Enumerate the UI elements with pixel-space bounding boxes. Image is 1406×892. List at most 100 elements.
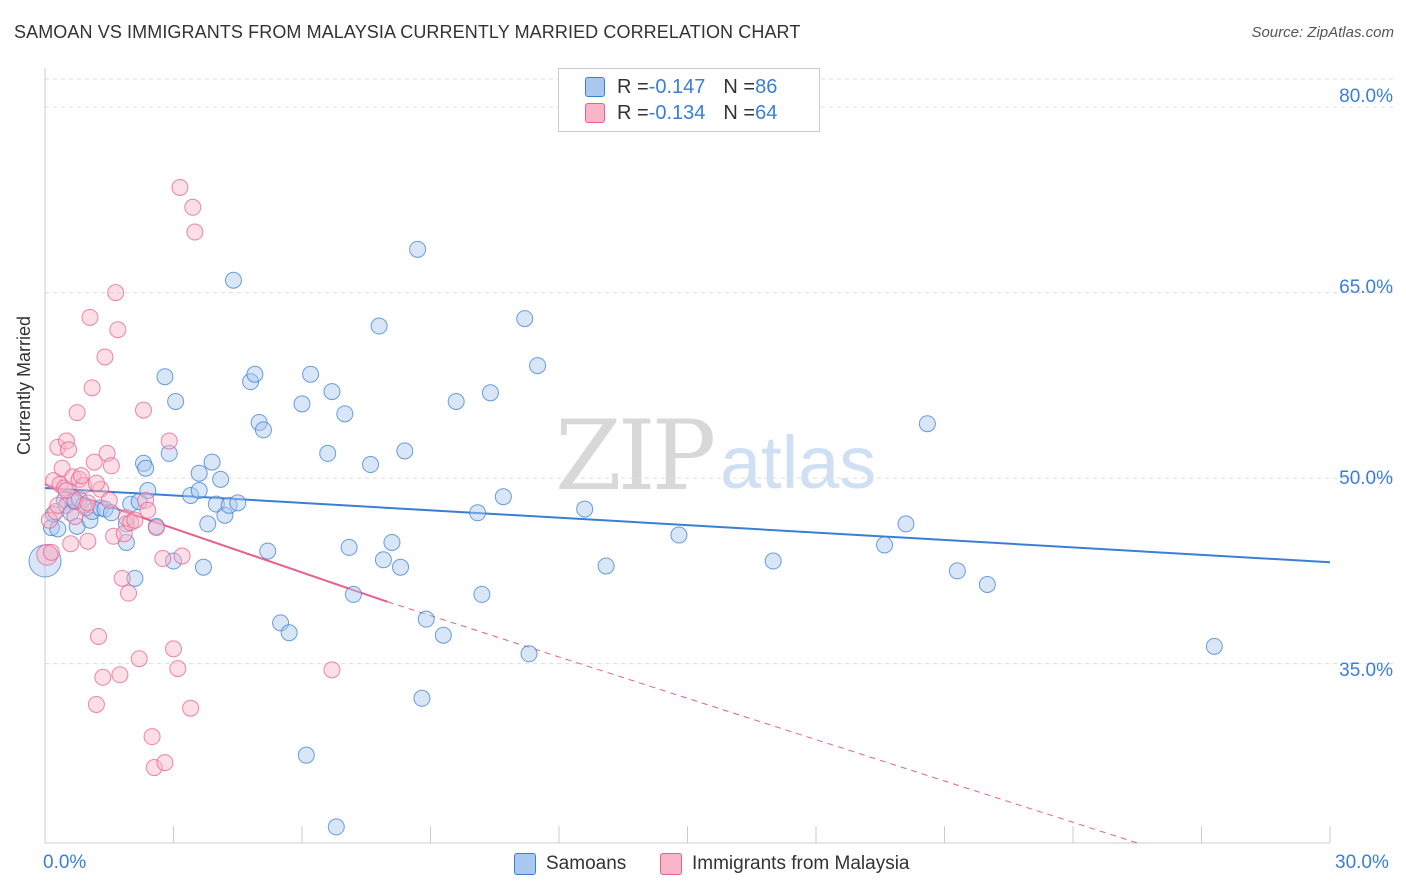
malaysia-point (85, 453, 103, 471)
samoan-point (597, 557, 615, 575)
samoan-point (293, 395, 311, 413)
malaysia-point (169, 660, 187, 678)
samoan-point (370, 317, 388, 335)
malaysia-point (184, 198, 202, 216)
samoan-point (978, 576, 996, 594)
y-tick-65: 65.0% (1339, 277, 1393, 298)
malaysia-point (57, 482, 75, 500)
malaysia-point (62, 535, 80, 553)
samoan-point (469, 504, 487, 522)
malaysia-point (139, 501, 157, 519)
malaysia-point (182, 699, 200, 717)
samoan-point (764, 552, 782, 570)
n-label: N = (723, 101, 756, 124)
malaysia-point (113, 569, 131, 587)
x-tick-0: 0.0% (43, 852, 87, 873)
bottom-swatch-samoans (514, 853, 536, 875)
malaysia-point (72, 467, 90, 485)
samoan-point (447, 392, 465, 410)
y-tick-50: 50.0% (1339, 468, 1393, 489)
y-tick-80: 80.0% (1339, 86, 1393, 107)
samoan-point (246, 365, 264, 383)
trend-line-0 (44, 487, 1331, 564)
malaysia-point (160, 432, 178, 450)
r-value: -0.134 (648, 101, 706, 124)
samoan-point (344, 585, 362, 603)
legend-swatch-malaysia (585, 103, 605, 123)
bottom-legend-samoans: Samoans (514, 851, 626, 877)
samoan-point (259, 542, 277, 560)
malaysia-point (68, 404, 86, 422)
y-tick-35: 35.0% (1339, 660, 1393, 681)
samoan-point (156, 368, 174, 386)
malaysia-point (165, 640, 182, 658)
samoan-point (319, 444, 337, 462)
malaysia-point (111, 666, 129, 684)
samoan-point (216, 506, 234, 524)
malaysia-point (130, 650, 148, 668)
chart-title: SAMOAN VS IMMIGRANTS FROM MALAYSIA CURRE… (14, 22, 801, 42)
samoan-point (383, 533, 401, 551)
y-axis-label: Currently Married (14, 315, 34, 455)
n-value: 64 (755, 101, 778, 124)
samoan-point (126, 569, 144, 587)
samoan-point (297, 746, 315, 764)
samoan-point (434, 626, 452, 644)
samoan-point (139, 482, 157, 500)
malaysia-point (90, 627, 108, 645)
samoan-point (918, 415, 936, 433)
x-tick-30: 30.0% (1335, 852, 1389, 873)
samoan-point (102, 504, 120, 522)
samoan-point (190, 482, 208, 500)
source-credit: Source: ZipAtlas.com (1251, 24, 1394, 41)
malaysia-point (87, 474, 105, 492)
samoan-point (323, 383, 341, 401)
samoan-point (194, 558, 212, 576)
trend-line-extension-1 (387, 601, 1138, 844)
malaysia-point (87, 695, 105, 713)
bottom-legend-malaysia: Immigrants from Malaysia (660, 851, 910, 877)
samoan-point (494, 488, 512, 506)
samoan-point (272, 614, 290, 632)
samoan-point (897, 515, 915, 533)
samoan-point (165, 552, 182, 570)
stats-legend: R = -0.147 N = 86 R = -0.134 N = 64 (558, 68, 820, 132)
samoan-point (520, 645, 538, 663)
samoan-point (392, 558, 410, 576)
malaysia-point (126, 511, 144, 529)
samoan-point (203, 453, 221, 471)
malaysia-point (83, 379, 101, 397)
malaysia-point (79, 494, 97, 512)
malaysia-point (60, 441, 78, 459)
legend-row-malaysia: R = -0.134 N = 64 (585, 101, 777, 125)
samoan-point (302, 365, 320, 383)
samoan-point (1205, 637, 1223, 655)
samoan-point (327, 818, 345, 836)
bottom-swatch-malaysia (660, 853, 682, 875)
samoan-point (280, 624, 298, 642)
r-label: R = (617, 75, 649, 98)
malaysia-point (102, 457, 120, 475)
malaysia-point (75, 477, 93, 495)
legend-swatch-samoans (585, 77, 605, 97)
malaysia-point (173, 547, 191, 565)
samoan-point (336, 405, 354, 423)
malaysia-point (171, 178, 189, 196)
samoan-point (190, 464, 208, 482)
malaysia-point (49, 438, 67, 456)
n-label: N = (723, 75, 756, 98)
malaysia-point (145, 759, 163, 777)
samoan-point (212, 470, 230, 488)
malaysia-point (47, 503, 65, 521)
samoan-point (576, 500, 594, 518)
samoan-point (362, 456, 380, 474)
bottom-legend-label: Immigrants from Malaysia (692, 853, 910, 874)
malaysia-point (156, 754, 174, 772)
n-value: 86 (755, 75, 778, 98)
malaysia-point (109, 321, 127, 339)
malaysia-point (147, 519, 165, 537)
malaysia-point (49, 496, 67, 514)
legend-row-samoans: R = -0.147 N = 86 (585, 75, 777, 99)
malaysia-point (81, 308, 99, 326)
